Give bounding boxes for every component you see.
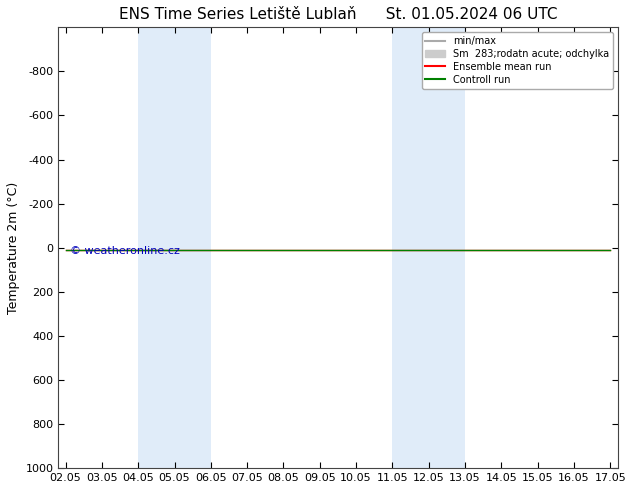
- Bar: [138, 27, 211, 468]
- Text: © weatheronline.cz: © weatheronline.cz: [70, 246, 179, 256]
- Bar: [392, 27, 465, 468]
- Title: ENS Time Series Letiště Lublaň      St. 01.05.2024 06 UTC: ENS Time Series Letiště Lublaň St. 01.05…: [119, 7, 557, 22]
- Legend: min/max, Sm  283;rodatn acute; odchylka, Ensemble mean run, Controll run: min/max, Sm 283;rodatn acute; odchylka, …: [422, 32, 612, 89]
- Y-axis label: Temperature 2m (°C): Temperature 2m (°C): [7, 182, 20, 314]
